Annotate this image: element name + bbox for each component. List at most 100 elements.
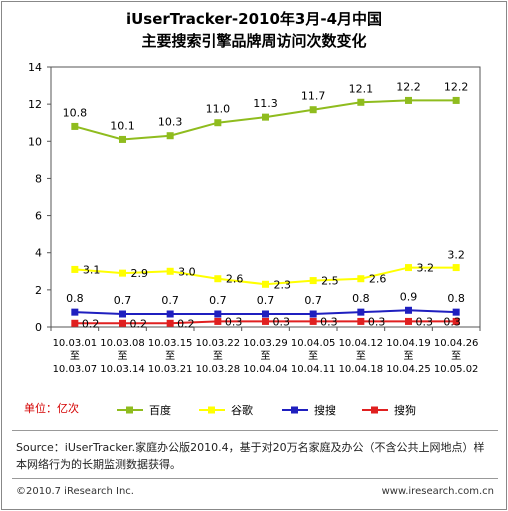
- data-label: 0.2: [177, 317, 195, 330]
- data-label: 0.3: [320, 315, 338, 328]
- y-tick-label: 8: [35, 172, 42, 185]
- x-tick-label: 10.04.12: [339, 338, 384, 349]
- divider-bottom: [12, 478, 498, 479]
- legend-label: 百度: [149, 404, 171, 417]
- data-label: 0.2: [130, 317, 148, 330]
- y-tick-label: 4: [35, 247, 42, 260]
- data-point: [452, 308, 460, 316]
- x-tick-label: 至: [404, 350, 414, 362]
- x-tick-label: 10.04.18: [339, 364, 384, 375]
- data-label: 3.2: [417, 262, 435, 275]
- data-point: [166, 267, 174, 275]
- x-tick-label: 10.04.26: [434, 338, 479, 349]
- data-label: 0.8: [352, 292, 370, 305]
- data-point: [119, 135, 126, 143]
- data-point: [262, 113, 269, 121]
- data-label: 0.9: [400, 290, 418, 303]
- data-label: 2.5: [321, 275, 339, 288]
- data-label: 10.3: [158, 116, 183, 129]
- x-tick-label: 10.03.01: [53, 338, 98, 349]
- data-point: [71, 122, 79, 130]
- data-point: [309, 106, 317, 114]
- data-label: 0.8: [66, 292, 84, 305]
- data-point: [119, 310, 126, 318]
- data-point: [405, 317, 412, 325]
- x-tick-label: 至: [451, 350, 461, 362]
- y-tick-label: 6: [35, 210, 42, 223]
- data-point: [166, 319, 174, 327]
- data-point: [309, 277, 317, 285]
- data-label: 10.8: [63, 106, 88, 119]
- legend-item: 百度: [117, 402, 171, 418]
- x-tick-label: 至: [70, 350, 80, 362]
- x-tick-label: 10.03.22: [196, 338, 241, 349]
- data-point: [119, 319, 126, 327]
- x-tick-label: 10.03.14: [100, 364, 145, 375]
- data-label: 3.0: [178, 265, 196, 278]
- data-label: 0.2: [82, 317, 100, 330]
- data-label: 0.7: [209, 294, 227, 307]
- chart-title-line2: 主要搜索引擎品牌周访问次数变化: [141, 32, 367, 50]
- x-tick-label: 10.04.25: [386, 364, 431, 375]
- x-tick-label: 10.03.07: [53, 364, 98, 375]
- data-point: [405, 306, 412, 314]
- chart-title-line1: iUserTracker-2010年3月-4月中国: [125, 10, 383, 28]
- data-label: 0.3: [416, 315, 434, 328]
- legend-label: 搜狗: [394, 404, 416, 417]
- data-point: [405, 96, 412, 104]
- data-point: [405, 264, 412, 272]
- data-point: [309, 310, 317, 318]
- legend-item: 搜搜: [282, 402, 336, 418]
- data-label: 2.6: [226, 273, 244, 286]
- x-tick-label: 10.03.15: [148, 338, 193, 349]
- legend-label: 搜搜: [314, 404, 336, 417]
- data-label: 11.3: [253, 97, 278, 110]
- data-point: [262, 310, 269, 318]
- x-tick-label: 至: [118, 350, 128, 362]
- data-point: [119, 269, 126, 277]
- data-point: [166, 132, 174, 140]
- data-label: 0.3: [443, 315, 461, 328]
- y-tick-label: 0: [35, 321, 42, 334]
- data-point: [357, 98, 365, 106]
- unit-label: 单位：亿次: [24, 402, 79, 415]
- data-label: 0.7: [304, 294, 322, 307]
- data-point: [214, 119, 222, 127]
- y-tick-label: 10: [28, 135, 42, 148]
- x-tick-label: 10.04.19: [386, 338, 431, 349]
- data-label: 11.0: [206, 103, 231, 116]
- legend-label: 谷歌: [231, 404, 253, 417]
- data-point: [309, 317, 317, 325]
- data-label: 0.7: [161, 294, 179, 307]
- data-point: [71, 319, 79, 327]
- y-tick-label: 14: [28, 61, 42, 74]
- data-label: 2.9: [131, 267, 149, 280]
- data-label: 12.2: [444, 80, 469, 93]
- data-label: 12.2: [396, 80, 421, 93]
- data-point: [214, 310, 222, 318]
- x-tick-label: 至: [213, 350, 223, 362]
- legend-item: 搜狗: [362, 402, 416, 418]
- y-tick-label: 12: [28, 98, 42, 111]
- x-tick-label: 10.05.02: [434, 364, 479, 375]
- data-point: [452, 96, 460, 104]
- data-label: 3.1: [83, 263, 101, 276]
- x-tick-label: 10.04.11: [291, 364, 336, 375]
- data-label: 0.8: [447, 292, 465, 305]
- data-label: 2.3: [274, 278, 292, 291]
- data-label: 0.3: [225, 315, 243, 328]
- data-label: 0.7: [257, 294, 275, 307]
- data-point: [166, 310, 174, 318]
- data-point: [262, 280, 269, 288]
- x-tick-label: 至: [261, 350, 271, 362]
- data-point: [214, 317, 222, 325]
- plot-area: [50, 66, 481, 328]
- x-tick-label: 至: [165, 350, 175, 362]
- data-point: [357, 317, 365, 325]
- divider-top: [12, 430, 498, 431]
- website: www.iresearch.com.cn: [381, 486, 494, 497]
- legend-swatch: [199, 406, 225, 414]
- data-label: 10.1: [110, 119, 135, 132]
